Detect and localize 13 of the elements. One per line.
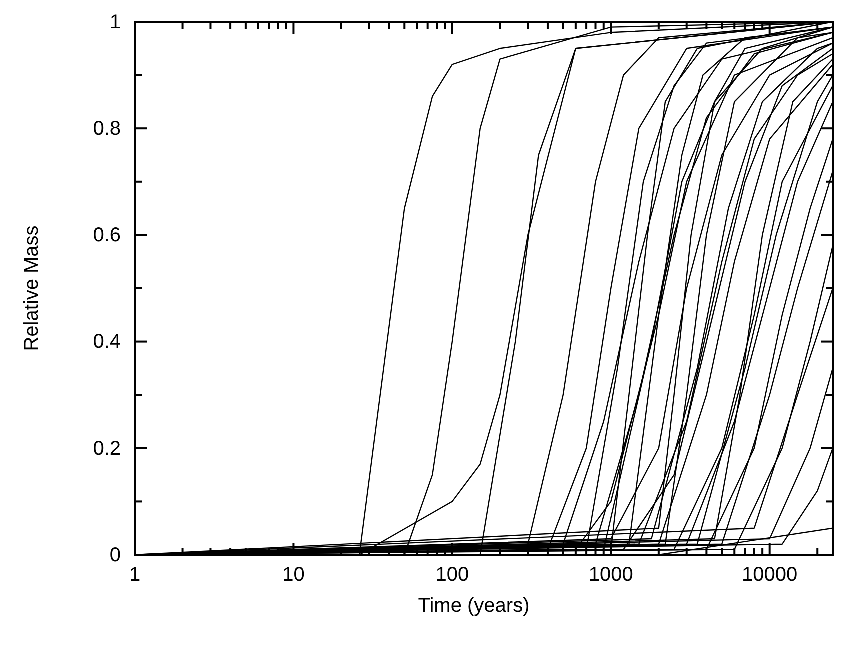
x-tick-label: 10000 — [742, 564, 798, 586]
y-tick-label: 0.8 — [93, 118, 121, 140]
x-tick-label: 10 — [282, 564, 305, 586]
y-tick-label: 0 — [110, 544, 121, 566]
x-tick-label: 1000 — [588, 564, 634, 586]
y-tick-label: 0.6 — [93, 224, 121, 247]
y-tick-label: 1 — [110, 11, 121, 34]
x-tick-label: 100 — [436, 564, 470, 586]
x-axis-title: Time (years) — [418, 595, 530, 617]
y-tick-label: 0.2 — [93, 438, 121, 460]
x-tick-label: 1 — [129, 564, 141, 586]
y-tick-label: 0.4 — [93, 331, 121, 354]
y-axis-title: Relative Mass — [21, 226, 43, 352]
